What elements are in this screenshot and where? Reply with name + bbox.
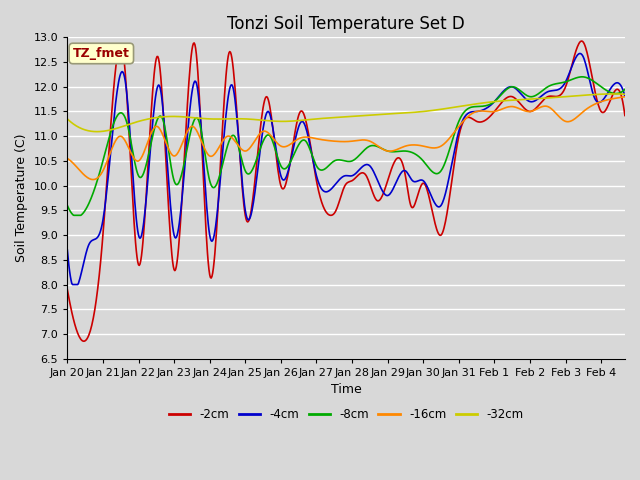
-8cm xyxy=(99,161,106,167)
X-axis label: Time: Time xyxy=(331,384,362,396)
-4cm xyxy=(99,221,106,227)
-32cm xyxy=(621,91,628,97)
-8cm xyxy=(578,74,586,80)
Legend: -2cm, -4cm, -8cm, -16cm, -32cm: -2cm, -4cm, -8cm, -16cm, -32cm xyxy=(164,403,528,426)
-16cm xyxy=(342,139,349,144)
-32cm xyxy=(568,93,575,99)
-2cm xyxy=(308,152,316,157)
Y-axis label: Soil Temperature (C): Soil Temperature (C) xyxy=(15,134,28,262)
-4cm xyxy=(63,247,71,253)
-4cm xyxy=(568,65,575,71)
-32cm xyxy=(184,114,192,120)
-32cm xyxy=(610,91,618,97)
-8cm xyxy=(70,213,78,218)
-2cm xyxy=(63,287,71,292)
-4cm xyxy=(576,51,584,57)
-16cm xyxy=(568,118,575,124)
Line: -8cm: -8cm xyxy=(67,77,625,216)
-16cm xyxy=(118,134,126,140)
-8cm xyxy=(568,77,575,83)
Title: Tonzi Soil Temperature Set D: Tonzi Soil Temperature Set D xyxy=(227,15,465,33)
-2cm xyxy=(184,90,192,96)
Text: TZ_fmet: TZ_fmet xyxy=(73,47,130,60)
-8cm xyxy=(184,140,192,146)
-8cm xyxy=(63,203,71,208)
-8cm xyxy=(118,110,126,116)
-8cm xyxy=(308,152,316,158)
-4cm xyxy=(68,282,76,288)
-2cm xyxy=(99,241,106,247)
-32cm xyxy=(118,124,126,130)
-32cm xyxy=(342,114,349,120)
-32cm xyxy=(93,129,101,134)
-4cm xyxy=(308,153,316,158)
-32cm xyxy=(308,117,316,122)
-2cm xyxy=(621,113,628,119)
Line: -4cm: -4cm xyxy=(67,54,625,285)
-2cm xyxy=(80,338,88,344)
-4cm xyxy=(342,173,349,179)
-32cm xyxy=(99,129,106,134)
Line: -32cm: -32cm xyxy=(67,94,625,132)
-8cm xyxy=(342,158,349,164)
-2cm xyxy=(568,64,575,70)
-16cm xyxy=(99,169,106,175)
Line: -2cm: -2cm xyxy=(67,41,625,341)
-16cm xyxy=(308,135,316,141)
-4cm xyxy=(621,93,628,99)
-16cm xyxy=(90,177,97,182)
-4cm xyxy=(184,124,192,130)
-2cm xyxy=(342,182,349,188)
-32cm xyxy=(63,116,71,122)
-16cm xyxy=(621,94,628,99)
Line: -16cm: -16cm xyxy=(67,96,625,180)
-2cm xyxy=(578,38,586,44)
-2cm xyxy=(118,45,126,51)
-8cm xyxy=(621,86,628,92)
-16cm xyxy=(63,156,71,161)
-16cm xyxy=(184,127,192,133)
-4cm xyxy=(118,69,126,74)
